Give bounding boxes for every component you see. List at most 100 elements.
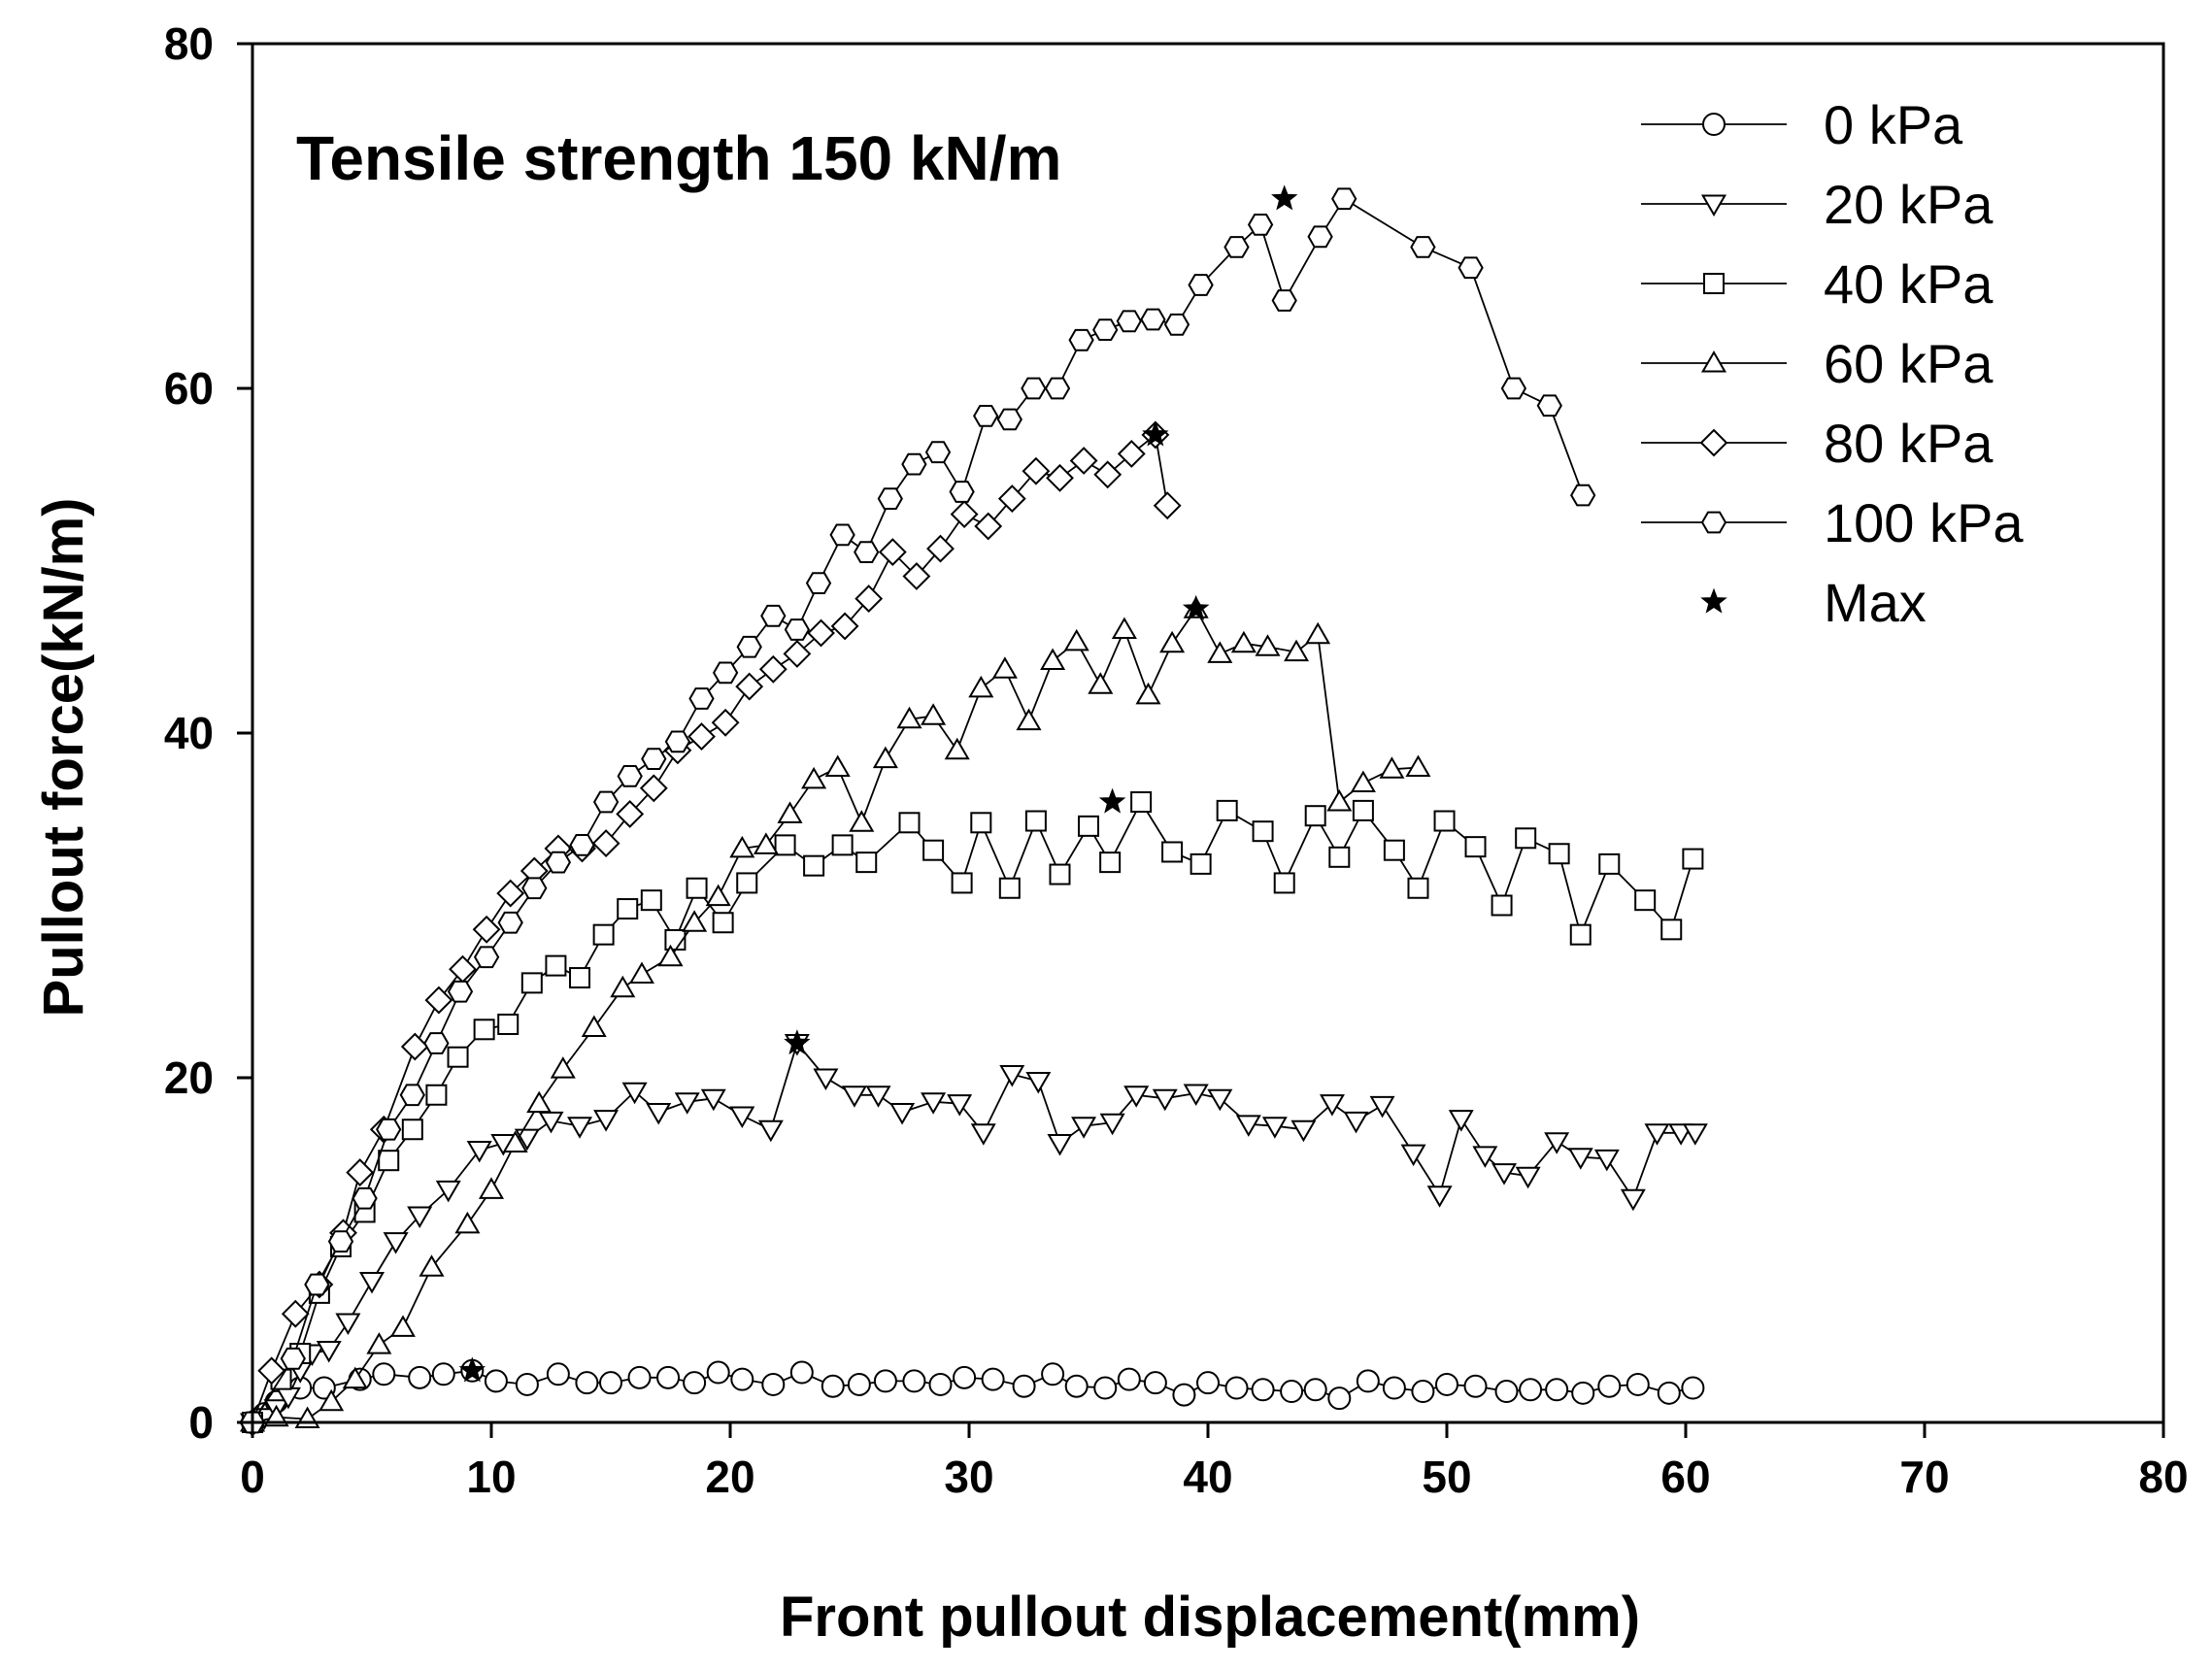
data-point [1356, 1369, 1380, 1393]
data-point [1472, 1146, 1498, 1168]
data-point [1117, 1367, 1141, 1391]
data-point [1379, 756, 1405, 779]
data-point [873, 1369, 897, 1393]
data-point [400, 1032, 429, 1061]
legend-label: 40 kPa [1824, 253, 1994, 315]
data-point [865, 1086, 891, 1108]
data-point [526, 1090, 553, 1114]
data-point [520, 972, 543, 994]
data-point [758, 654, 788, 684]
data-point [898, 812, 921, 834]
data-point [1536, 394, 1562, 418]
legend-item: 100 kPa [1641, 492, 2024, 553]
data-point [1328, 846, 1351, 868]
data-point [425, 1084, 448, 1106]
data-point [545, 954, 567, 977]
data-point [1207, 1088, 1233, 1112]
y-tick-label: 60 [164, 363, 214, 414]
data-point [657, 944, 684, 967]
data-point [1369, 1095, 1395, 1119]
x-tick-label: 40 [1183, 1452, 1232, 1502]
data-point [705, 884, 731, 907]
data-point [1500, 377, 1527, 400]
data-point [1251, 1378, 1275, 1402]
data-point [1382, 1376, 1406, 1400]
data-point [1159, 630, 1186, 653]
data-point [514, 1128, 540, 1152]
data-point [889, 1103, 916, 1125]
data-point [736, 635, 762, 658]
legend-item: 0 kPa [1641, 94, 1963, 155]
data-point [855, 852, 878, 874]
max-point [1271, 184, 1298, 211]
data-point [575, 1371, 599, 1395]
data-point [700, 1088, 726, 1112]
data-point [849, 810, 875, 832]
data-point [1071, 1117, 1097, 1139]
x-tick-label: 0 [240, 1452, 265, 1502]
data-point [783, 639, 812, 668]
data-point [1544, 1132, 1570, 1154]
data-point [1143, 1371, 1167, 1395]
data-point [991, 656, 1018, 679]
data-point [484, 1369, 508, 1393]
axis-ticks: 0 10 20 30 40 50 60 70 80 0 20 40 60 80 [164, 18, 2189, 1502]
data-point [729, 1106, 755, 1128]
data-point [617, 765, 643, 787]
data-point [1625, 1372, 1650, 1396]
data-point [686, 877, 708, 899]
data-point [921, 703, 947, 725]
data-point [1093, 460, 1123, 489]
data-point [1305, 621, 1331, 645]
data-point [1099, 852, 1122, 874]
data-point [1405, 754, 1431, 777]
data-point [997, 484, 1026, 514]
data-point [1064, 1374, 1089, 1398]
data-point [617, 898, 639, 920]
data-point [950, 500, 979, 529]
data-point [1273, 872, 1295, 894]
legend-item: 80 kPa [1641, 413, 1994, 474]
data-point [497, 911, 523, 934]
data-point [318, 1388, 345, 1412]
data-point [263, 1404, 289, 1427]
data-point [1352, 799, 1374, 821]
data-point [1117, 439, 1146, 468]
data-point [1464, 836, 1487, 858]
data-point [760, 604, 787, 627]
data-point [1350, 770, 1376, 792]
data-point [1660, 918, 1683, 941]
data-point [327, 1230, 354, 1252]
data-point [1016, 708, 1042, 731]
data-point [1261, 1117, 1288, 1139]
legend-label: 100 kPa [1824, 492, 2024, 553]
data-point [729, 835, 755, 858]
data-point [711, 708, 740, 737]
data-point [872, 746, 898, 769]
legend-marker [1699, 428, 1728, 457]
y-tick-label: 20 [164, 1052, 214, 1103]
data-point [926, 534, 955, 563]
data-point [515, 1372, 539, 1396]
data-point [974, 512, 1003, 541]
data-point [1435, 1372, 1458, 1396]
data-point [376, 1118, 402, 1141]
data-point [257, 1356, 286, 1386]
data-point [1545, 1378, 1569, 1402]
data-point [372, 1362, 396, 1386]
data-point [545, 851, 572, 874]
data-point [358, 1272, 385, 1294]
data-point [1216, 799, 1238, 821]
data-point [1343, 1111, 1369, 1134]
data-point [342, 1366, 368, 1389]
legend-label: 80 kPa [1824, 413, 1994, 474]
data-point [712, 661, 739, 685]
data-point [1012, 1374, 1036, 1398]
data-point [687, 722, 716, 752]
data-point [803, 854, 825, 877]
data-point [1448, 1110, 1474, 1132]
data-point [1153, 491, 1182, 520]
data-point [830, 612, 859, 641]
data-point [399, 1084, 425, 1107]
